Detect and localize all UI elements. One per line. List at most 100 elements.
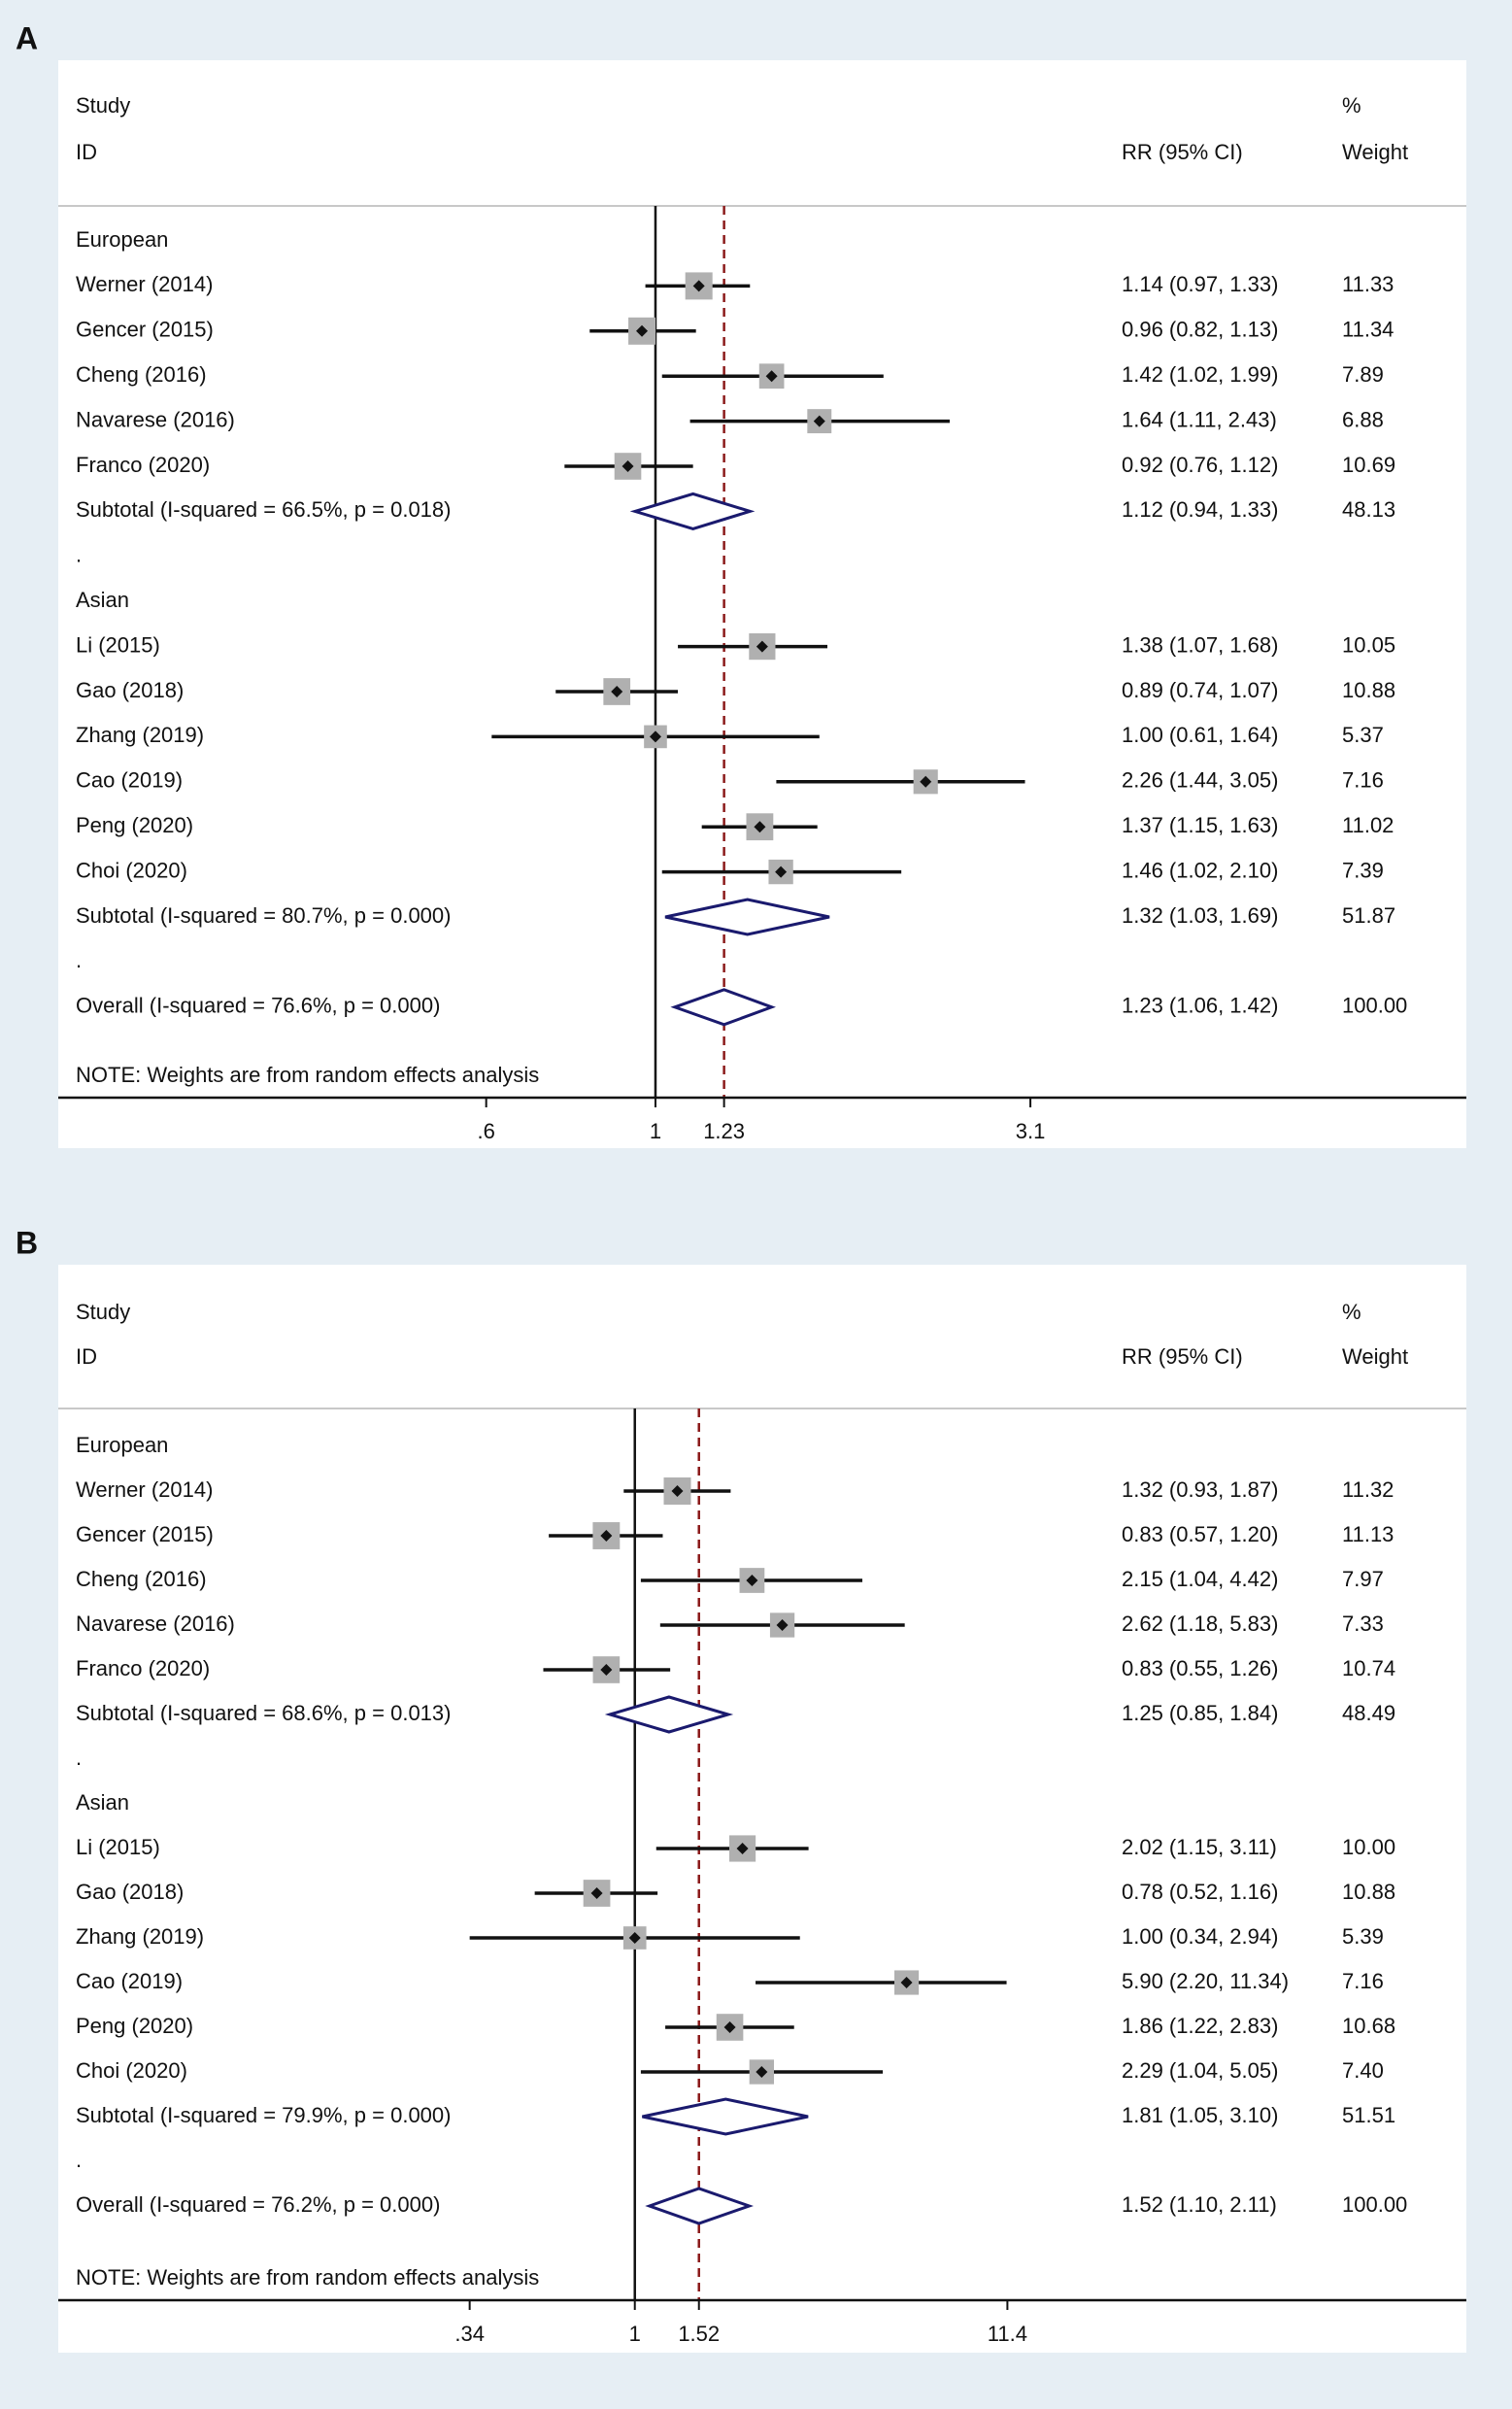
ci-text-franco-2020: 0.92 (0.76, 1.12)	[1122, 453, 1278, 477]
pooled-diamond-subtotal	[604, 1695, 734, 1734]
x-tick-label-1: 1	[650, 1119, 661, 1143]
point-estimate-zhang-2019	[628, 1932, 641, 1944]
weight-text-werner-2014: 11.32	[1342, 1477, 1394, 1502]
row-label-subtotal-i-squared-66-5-p-0-018: Subtotal (I-squared = 66.5%, p = 0.018)	[76, 497, 451, 522]
point-estimate-navarese-2016	[776, 1619, 789, 1631]
plot-background	[58, 1265, 1466, 2353]
ci-text-cheng-2016: 2.15 (1.04, 4.42)	[1122, 1567, 1278, 1591]
row-label-franco-2020: Franco (2020)	[76, 453, 210, 477]
weight-text-subtotal-i-squared-79-9-p-0-000: 51.51	[1342, 2103, 1395, 2127]
weight-text-subtotal-i-squared-80-7-p-0-000: 51.87	[1342, 903, 1395, 928]
ci-text-cao-2019: 2.26 (1.44, 3.05)	[1122, 768, 1278, 793]
weight-text-werner-2014: 11.33	[1342, 272, 1394, 296]
row-label-gao-2018: Gao (2018)	[76, 1880, 184, 1904]
point-estimate-choi-2020	[775, 865, 788, 878]
weight-text-choi-2020: 7.39	[1342, 858, 1384, 882]
point-estimate-li-2015	[756, 640, 768, 653]
point-estimate-werner-2014	[671, 1485, 684, 1497]
point-estimate-li-2015	[736, 1843, 749, 1854]
row-label-peng-2020: Peng (2020)	[76, 2014, 193, 2038]
row-label-asian: Asian	[76, 588, 129, 612]
point-estimate-peng-2020	[723, 2021, 736, 2033]
panel-letter: B	[16, 1225, 38, 1260]
ci-text-zhang-2019: 1.00 (0.34, 2.94)	[1122, 1924, 1278, 1949]
row-label-cao-2019: Cao (2019)	[76, 1969, 183, 1993]
row-label-cheng-2016: Cheng (2016)	[76, 1567, 207, 1591]
ci-text-peng-2020: 1.86 (1.22, 2.83)	[1122, 2014, 1278, 2038]
row-label-navarese-2016: Navarese (2016)	[76, 1612, 235, 1636]
ci-text-gencer-2015: 0.83 (0.57, 1.20)	[1122, 1522, 1278, 1546]
row-label-gao-2018: Gao (2018)	[76, 678, 184, 702]
forest-plot-panel-b: B Study ID RR (95% CI)% Weight European Werner…	[0, 1204, 1512, 2409]
weight-text-choi-2020: 7.40	[1342, 2058, 1384, 2083]
row-label-gencer-2015: Gencer (2015)	[76, 318, 214, 342]
ci-text-cao-2019: 5.90 (2.20, 11.34)	[1122, 1969, 1289, 1993]
point-estimate-werner-2014	[692, 280, 705, 292]
row-label-werner-2014: Werner (2014)	[76, 1477, 213, 1502]
pooled-diamond-overall	[645, 2187, 755, 2225]
ci-text-li-2015: 2.02 (1.15, 3.11)	[1122, 1835, 1277, 1859]
point-estimate-franco-2020	[600, 1664, 613, 1676]
row-label-subtotal-i-squared-80-7-p-0-000: Subtotal (I-squared = 80.7%, p = 0.000)	[76, 903, 451, 928]
point-estimate-gao-2018	[590, 1887, 603, 1899]
ci-text-gao-2018: 0.89 (0.74, 1.07)	[1122, 678, 1278, 702]
weight-text-li-2015: 10.05	[1342, 632, 1395, 657]
row-label-spacer: .	[76, 543, 82, 567]
weight-text-peng-2020: 11.02	[1342, 813, 1394, 837]
ci-text-franco-2020: 0.83 (0.55, 1.26)	[1122, 1656, 1278, 1680]
ci-text-overall-i-squared-76-6-p-0-000: 1.23 (1.06, 1.42)	[1122, 994, 1278, 1018]
weight-text-navarese-2016: 6.88	[1342, 407, 1384, 431]
ci-text-li-2015: 1.38 (1.07, 1.68)	[1122, 632, 1278, 657]
ci-text-subtotal-i-squared-80-7-p-0-000: 1.32 (1.03, 1.69)	[1122, 903, 1278, 928]
point-estimate-cao-2019	[920, 775, 932, 788]
weight-text-overall-i-squared-76-2-p-0-000: 100.00	[1342, 2192, 1407, 2217]
row-label-franco-2020: Franco (2020)	[76, 1656, 210, 1680]
weight-text-cheng-2016: 7.97	[1342, 1567, 1384, 1591]
ci-text-cheng-2016: 1.42 (1.02, 1.99)	[1122, 362, 1278, 387]
weight-text-cheng-2016: 7.89	[1342, 362, 1384, 387]
header-effect: RR (95% CI)	[1122, 1344, 1243, 1369]
row-label-li-2015: Li (2015)	[76, 1835, 160, 1859]
row-label-choi-2020: Choi (2020)	[76, 2058, 187, 2083]
point-estimate-choi-2020	[756, 2066, 768, 2078]
header-study: Study	[76, 93, 130, 118]
footnote: NOTE: Weights are from random effects an…	[76, 1063, 539, 1087]
weight-text-franco-2020: 10.69	[1342, 453, 1395, 477]
point-estimate-peng-2020	[754, 821, 766, 833]
weight-text-subtotal-i-squared-66-5-p-0-018: 48.13	[1342, 497, 1395, 522]
pooled-diamond-subtotal	[642, 2097, 809, 2136]
weight-text-li-2015: 10.00	[1342, 1835, 1395, 1859]
point-estimate-cheng-2016	[746, 1575, 758, 1586]
ci-text-werner-2014: 1.32 (0.93, 1.87)	[1122, 1477, 1278, 1502]
ci-text-navarese-2016: 1.64 (1.11, 2.43)	[1122, 407, 1277, 431]
weight-text-navarese-2016: 7.33	[1342, 1612, 1384, 1636]
weight-text-gencer-2015: 11.13	[1342, 1522, 1394, 1546]
row-label-subtotal-i-squared-68-6-p-0-013: Subtotal (I-squared = 68.6%, p = 0.013)	[76, 1701, 451, 1725]
row-label-subtotal-i-squared-79-9-p-0-000: Subtotal (I-squared = 79.9%, p = 0.000)	[76, 2103, 451, 2127]
header-weight: Weight	[1342, 1344, 1408, 1369]
point-estimate-gencer-2015	[636, 324, 649, 337]
weight-text-overall-i-squared-76-6-p-0-000: 100.00	[1342, 994, 1407, 1018]
pooled-diamond-subtotal	[629, 492, 756, 530]
forest-plot-a-svg: A Study ID RR (95% CI)% Weight European Werner…	[0, 0, 1512, 1204]
x-tick-label-0: .6	[477, 1119, 494, 1143]
row-label-spacer: .	[76, 2148, 82, 2172]
point-estimate-zhang-2019	[649, 730, 661, 743]
panel-letter: A	[16, 20, 38, 55]
header-study: Study	[76, 1300, 130, 1324]
x-tick-label-1: 1	[629, 2322, 641, 2346]
row-label-spacer: .	[76, 1746, 82, 1770]
pooled-diamond-overall	[670, 988, 776, 1027]
header-id: ID	[76, 1344, 97, 1369]
header-percent: %	[1342, 93, 1361, 118]
ci-text-choi-2020: 2.29 (1.04, 5.05)	[1122, 2058, 1278, 2083]
row-label-cao-2019: Cao (2019)	[76, 768, 183, 793]
row-label-european: European	[76, 227, 168, 252]
row-label-cheng-2016: Cheng (2016)	[76, 362, 207, 387]
weight-text-zhang-2019: 5.37	[1342, 723, 1384, 747]
ci-text-overall-i-squared-76-2-p-0-000: 1.52 (1.10, 2.11)	[1122, 2192, 1277, 2217]
pooled-diamond-subtotal	[664, 898, 830, 936]
row-label-overall-i-squared-76-2-p-0-000: Overall (I-squared = 76.2%, p = 0.000)	[76, 2192, 440, 2217]
row-label-werner-2014: Werner (2014)	[76, 272, 213, 296]
row-label-spacer: .	[76, 948, 82, 972]
